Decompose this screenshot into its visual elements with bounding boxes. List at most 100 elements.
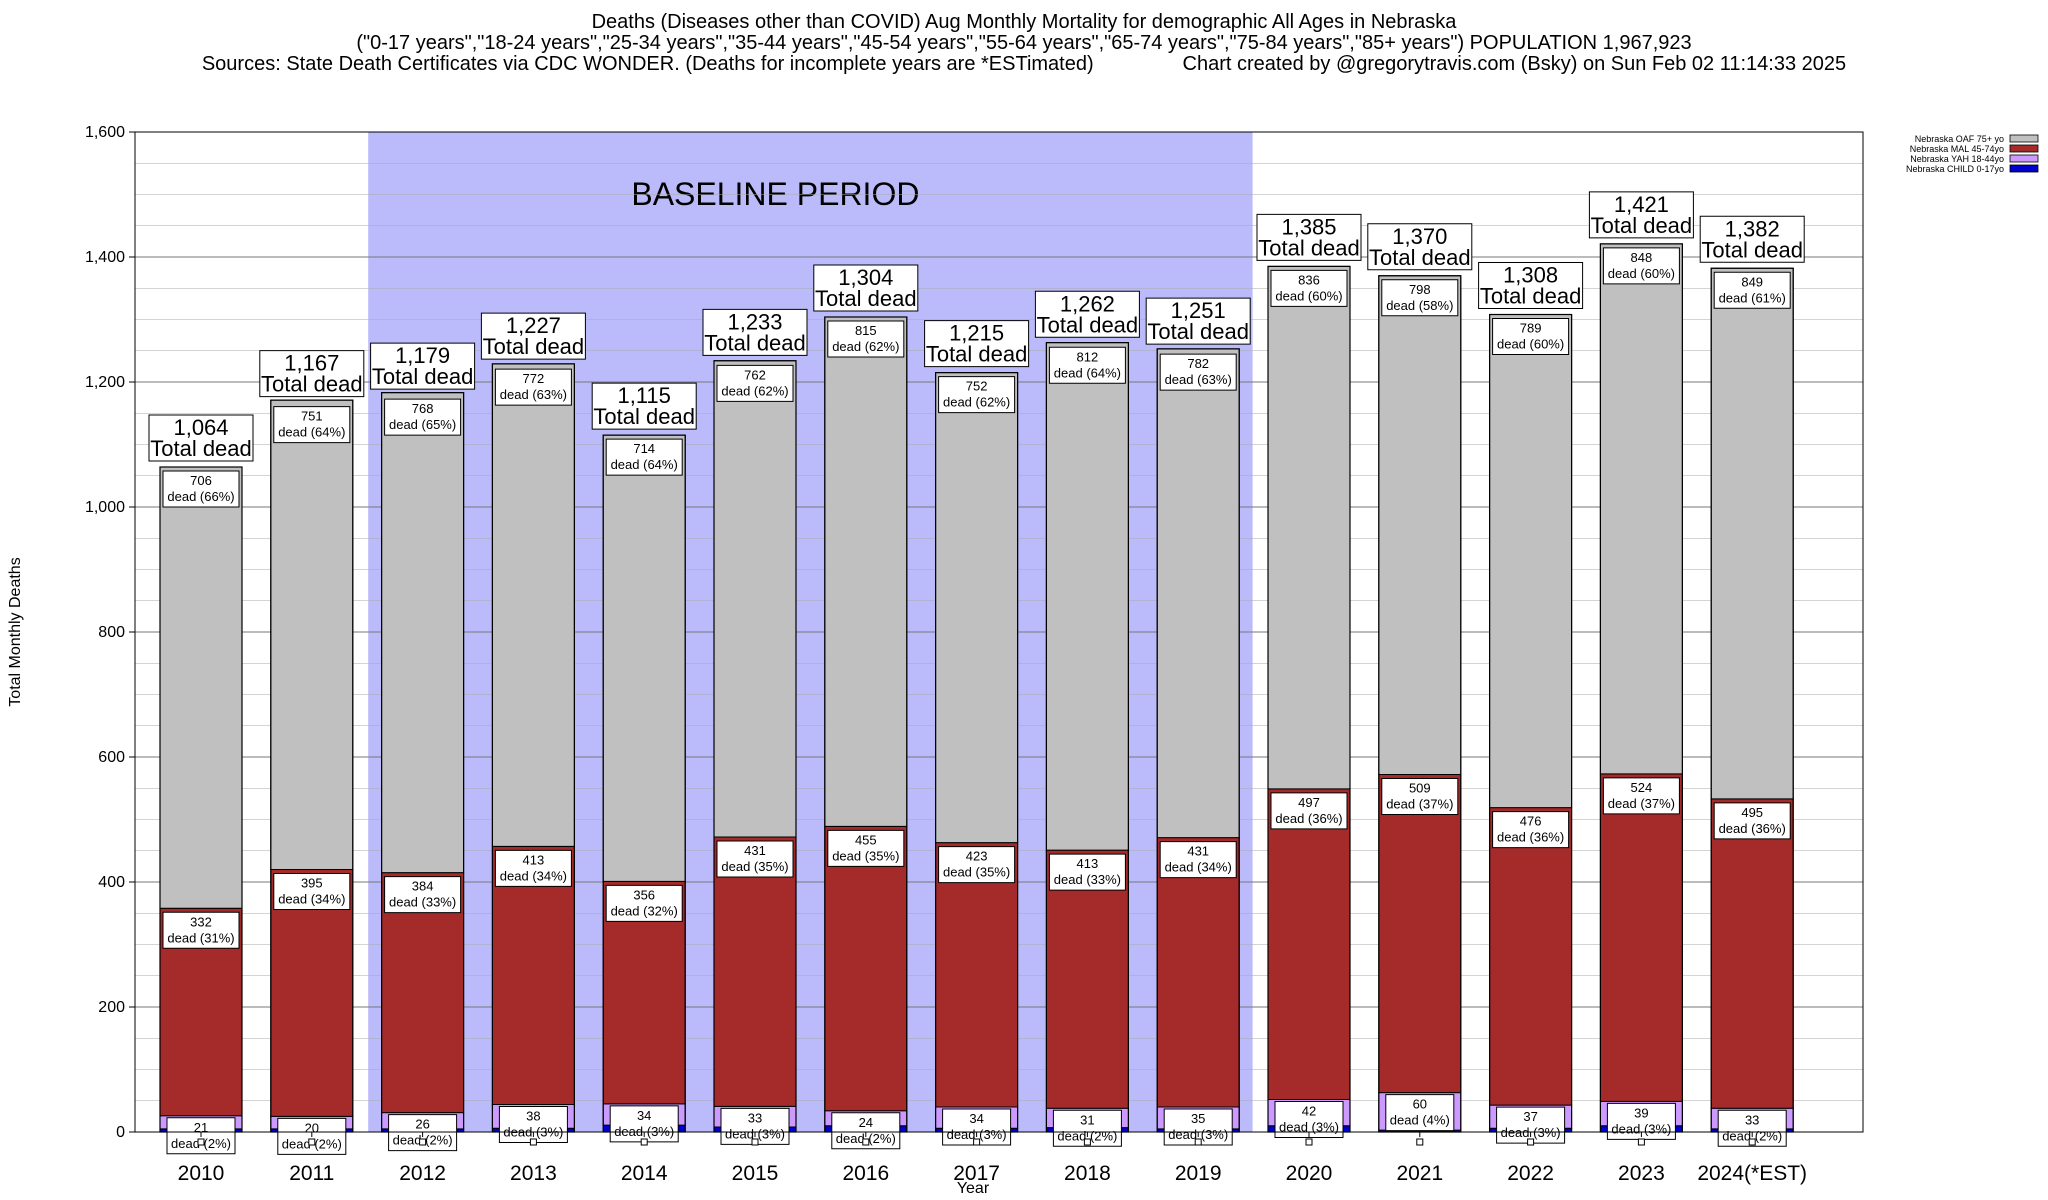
child-marker [529, 1138, 537, 1146]
segment-label-value: 332 [190, 914, 212, 929]
segment-label-value: 768 [412, 401, 434, 416]
segment-label-pct: dead (35%) [721, 859, 788, 874]
x-tick-label: 2012 [399, 1162, 446, 1185]
segment-label-box [494, 368, 572, 406]
bar-nebraska-oaf-75-yo [491, 363, 575, 847]
legend-swatch [2009, 144, 2039, 153]
segment-label-box [1602, 777, 1680, 815]
segment-label-value: 37 [1523, 1109, 1537, 1124]
segment-label-box [827, 320, 905, 358]
segment-label-value: 42 [1302, 1104, 1316, 1119]
segment-label-box [605, 438, 683, 476]
total-label-value: 1,304 [838, 265, 893, 290]
title-line-3: Sources: State Death Certificates via CD… [0, 54, 2048, 75]
bar-nebraska-mal-45-74yo [270, 869, 354, 1117]
segment-label-value: 751 [301, 409, 323, 424]
bar-nebraska-oaf-75-yo [1378, 275, 1462, 775]
x-tick-label: 2013 [510, 1162, 557, 1185]
legend-label: Nebraska OAF 75+ yo [1915, 134, 2004, 144]
x-tick-label: 2021 [1396, 1162, 1443, 1185]
total-label-box [591, 382, 697, 430]
segment-label-value: 26 [415, 1117, 429, 1132]
total-label-value: 1,421 [1614, 192, 1669, 217]
plot-frame [134, 131, 1864, 1133]
x-tick-label: 2018 [1064, 1162, 1111, 1185]
segment-label-pct: dead (63%) [500, 387, 567, 402]
total-label-suffix: Total dead [1258, 235, 1360, 260]
segment-label-value: 509 [1409, 781, 1431, 796]
x-tick-label: 2017 [953, 1162, 1000, 1185]
segment-label-pct: dead (60%) [1608, 266, 1675, 281]
y-tick-label: 1,400 [85, 249, 125, 266]
baseline-label: BASELINE PERIOD [631, 176, 919, 212]
legend-swatch [2009, 164, 2039, 173]
child-marker [1748, 1138, 1756, 1146]
total-label-box [702, 308, 808, 356]
segment-label-value: 38 [526, 1109, 540, 1124]
segment-label-box [1713, 271, 1791, 309]
total-label-value: 1,385 [1281, 214, 1336, 239]
segment-label-value: 798 [1409, 282, 1431, 297]
segment-label-box [1713, 802, 1791, 840]
segment-label-value: 35 [1191, 1111, 1205, 1126]
segment-label-value: 497 [1298, 795, 1320, 810]
segment-label-value: 31 [1080, 1112, 1094, 1127]
x-tick-label: 2022 [1507, 1162, 1554, 1185]
segment-label-pct: dead (36%) [1497, 830, 1564, 845]
segment-label-box [1270, 792, 1348, 830]
segment-label-box [1602, 247, 1680, 285]
segment-label-value: 495 [1741, 805, 1763, 820]
x-tick-label: 2016 [842, 1162, 889, 1185]
x-tick-label: 2019 [1175, 1162, 1222, 1185]
total-label-box [1588, 191, 1694, 239]
segment-label-box [162, 911, 240, 949]
segment-label-value: 423 [966, 849, 988, 864]
total-label-suffix: Total dead [483, 334, 585, 359]
total-label-value: 1,167 [284, 351, 339, 376]
total-label-box [1367, 223, 1473, 271]
child-marker [862, 1138, 870, 1146]
total-label-suffix: Total dead [1591, 213, 1693, 238]
segment-label-pct: dead (61%) [1719, 290, 1786, 305]
bar-nebraska-oaf-75-yo [1267, 265, 1351, 790]
segment-label-value: 39 [1634, 1105, 1648, 1120]
legend-label: Nebraska CHILD 0-17yo [1906, 164, 2004, 174]
total-label-value: 1,251 [1171, 298, 1226, 323]
total-label-value: 1,262 [1060, 291, 1115, 316]
title-line-2: ("0-17 years","18-24 years","25-34 years… [356, 32, 1692, 54]
segment-label-pct: dead (33%) [389, 895, 456, 910]
segment-label-pct: dead (65%) [389, 417, 456, 432]
total-label-value: 1,179 [395, 343, 450, 368]
total-label-suffix: Total dead [593, 404, 695, 429]
segment-label-pct: dead (62%) [721, 383, 788, 398]
segment-label-value: 789 [1520, 321, 1542, 336]
segment-label-value: 762 [744, 367, 766, 382]
segment-label-pct: dead (37%) [1386, 797, 1453, 812]
bar-nebraska-mal-45-74yo [824, 825, 908, 1112]
segment-label-box [1381, 279, 1459, 317]
segment-label-pct: dead (62%) [832, 339, 899, 354]
bar-nebraska-mal-45-74yo [1156, 837, 1240, 1108]
segment-label-box [1270, 269, 1348, 307]
y-axis: 0 200 400 600 800 1,000 1,200 1,400 1,600 [85, 124, 135, 1141]
segment-label-value: 772 [523, 371, 545, 386]
y-tick-label: 0 [116, 1124, 125, 1141]
segment-label-value: 714 [633, 441, 655, 456]
segment-label-pct: dead (37%) [1608, 796, 1675, 811]
total-label-box [480, 312, 586, 360]
y-tick-label: 1,600 [85, 124, 125, 141]
child-marker [197, 1138, 205, 1146]
bar-nebraska-oaf-75-yo [159, 466, 243, 909]
segment-label-value: 455 [855, 832, 877, 847]
segment-label-box [938, 846, 1016, 884]
y-tick-label: 400 [98, 874, 125, 891]
segment-label-pct: dead (63%) [1165, 372, 1232, 387]
segment-label-box [720, 1107, 790, 1145]
segment-label-pct: dead (62%) [943, 395, 1010, 410]
bar-nebraska-oaf-75-yo [270, 399, 354, 870]
segment-label-pct: dead (35%) [832, 848, 899, 863]
total-label-value: 1,227 [506, 313, 561, 338]
total-label-suffix: Total dead [926, 342, 1028, 367]
bar-nebraska-oaf-75-yo [824, 316, 908, 827]
segment-label-box [1159, 841, 1237, 879]
